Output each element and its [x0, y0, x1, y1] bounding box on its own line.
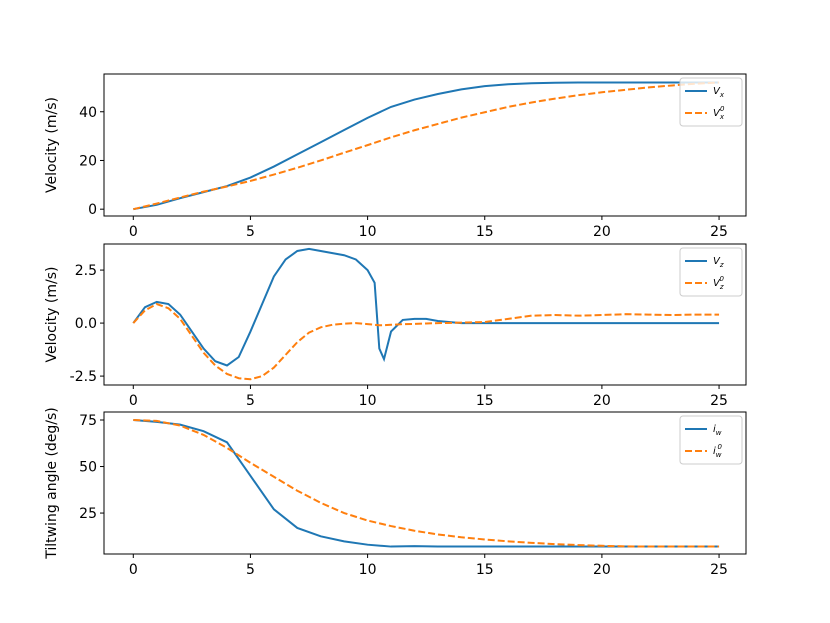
x-tick-label: 25 — [710, 562, 728, 578]
y-tick-label: 25 — [79, 506, 97, 522]
x-tick-label: 15 — [476, 224, 494, 240]
legend: Vx Vx0 — [679, 77, 743, 127]
series-line — [133, 419, 720, 548]
y-tick-label: 75 — [79, 413, 97, 429]
legend-label: Vz — [713, 256, 724, 269]
y-axis-label: Tiltwing angle (deg/s) — [44, 407, 60, 560]
x-tick-label: 25 — [710, 224, 728, 240]
x-tick-label: 20 — [593, 562, 611, 578]
legend-label: Vz0 — [713, 275, 725, 291]
y-axis-label: Velocity (m/s) — [44, 267, 60, 363]
series-line — [133, 81, 720, 211]
y-tick-label: 40 — [79, 105, 97, 121]
x-tick-label: 15 — [476, 562, 494, 578]
subplot: 0 5 10 15 20 25 -2.5 0.0 2.5 Velocity (m/s) Vz Vz0 — [44, 243, 747, 409]
x-tick-label: 10 — [359, 562, 377, 578]
series-line — [133, 81, 720, 211]
x-tick-label: 5 — [246, 393, 255, 409]
series-line — [132, 247, 720, 367]
axes-frame — [103, 243, 747, 386]
legend-label: Vx — [713, 86, 725, 99]
y-tick-label: 2.5 — [75, 263, 97, 279]
x-tick-label: 5 — [246, 224, 255, 240]
x-tick-label: 20 — [593, 224, 611, 240]
legend: iw iw0 — [679, 415, 743, 465]
x-tick-label: 10 — [359, 224, 377, 240]
x-tick-label: 5 — [246, 562, 255, 578]
series-line — [132, 302, 720, 381]
y-tick-label: 0 — [88, 202, 97, 218]
subplot: 0 5 10 15 20 25 0 20 40 Velocity (m/s) Vx Vx0 — [44, 73, 747, 240]
legend-box — [679, 247, 743, 297]
legend-box — [679, 77, 743, 127]
legend-label: Vx0 — [713, 105, 725, 121]
y-tick-label: 20 — [79, 153, 97, 169]
legend: Vz Vz0 — [679, 247, 743, 297]
y-tick-label: 0.0 — [75, 316, 97, 332]
x-tick-label: 15 — [476, 393, 494, 409]
x-tick-label: 25 — [710, 393, 728, 409]
x-tick-label: 20 — [593, 393, 611, 409]
axes-frame — [103, 73, 747, 217]
y-tick-label: 50 — [79, 460, 97, 476]
y-axis-label: Velocity (m/s) — [44, 97, 60, 193]
legend-box — [679, 415, 743, 465]
y-tick-label: -2.5 — [70, 369, 97, 385]
legend-label: iw0 — [713, 443, 723, 459]
x-tick-label: 0 — [129, 562, 138, 578]
x-tick-label: 0 — [129, 393, 138, 409]
x-tick-label: 0 — [129, 224, 138, 240]
subplot: 0 5 10 15 20 25 25 50 75 Tiltwing angle (deg/s) iw… — [44, 407, 747, 578]
legend-label: iw — [713, 424, 722, 437]
x-tick-label: 10 — [359, 393, 377, 409]
series-line — [133, 419, 720, 548]
axes-frame — [103, 411, 747, 555]
